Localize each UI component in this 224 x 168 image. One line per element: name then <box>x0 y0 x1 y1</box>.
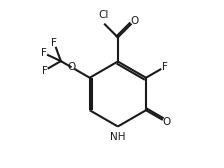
Text: F: F <box>162 62 168 72</box>
Text: O: O <box>162 117 171 127</box>
Text: O: O <box>67 62 75 72</box>
Text: Cl: Cl <box>98 10 108 20</box>
Text: F: F <box>42 66 47 75</box>
Text: F: F <box>41 48 47 58</box>
Text: O: O <box>130 16 138 26</box>
Text: F: F <box>52 38 57 48</box>
Text: NH: NH <box>110 132 126 142</box>
